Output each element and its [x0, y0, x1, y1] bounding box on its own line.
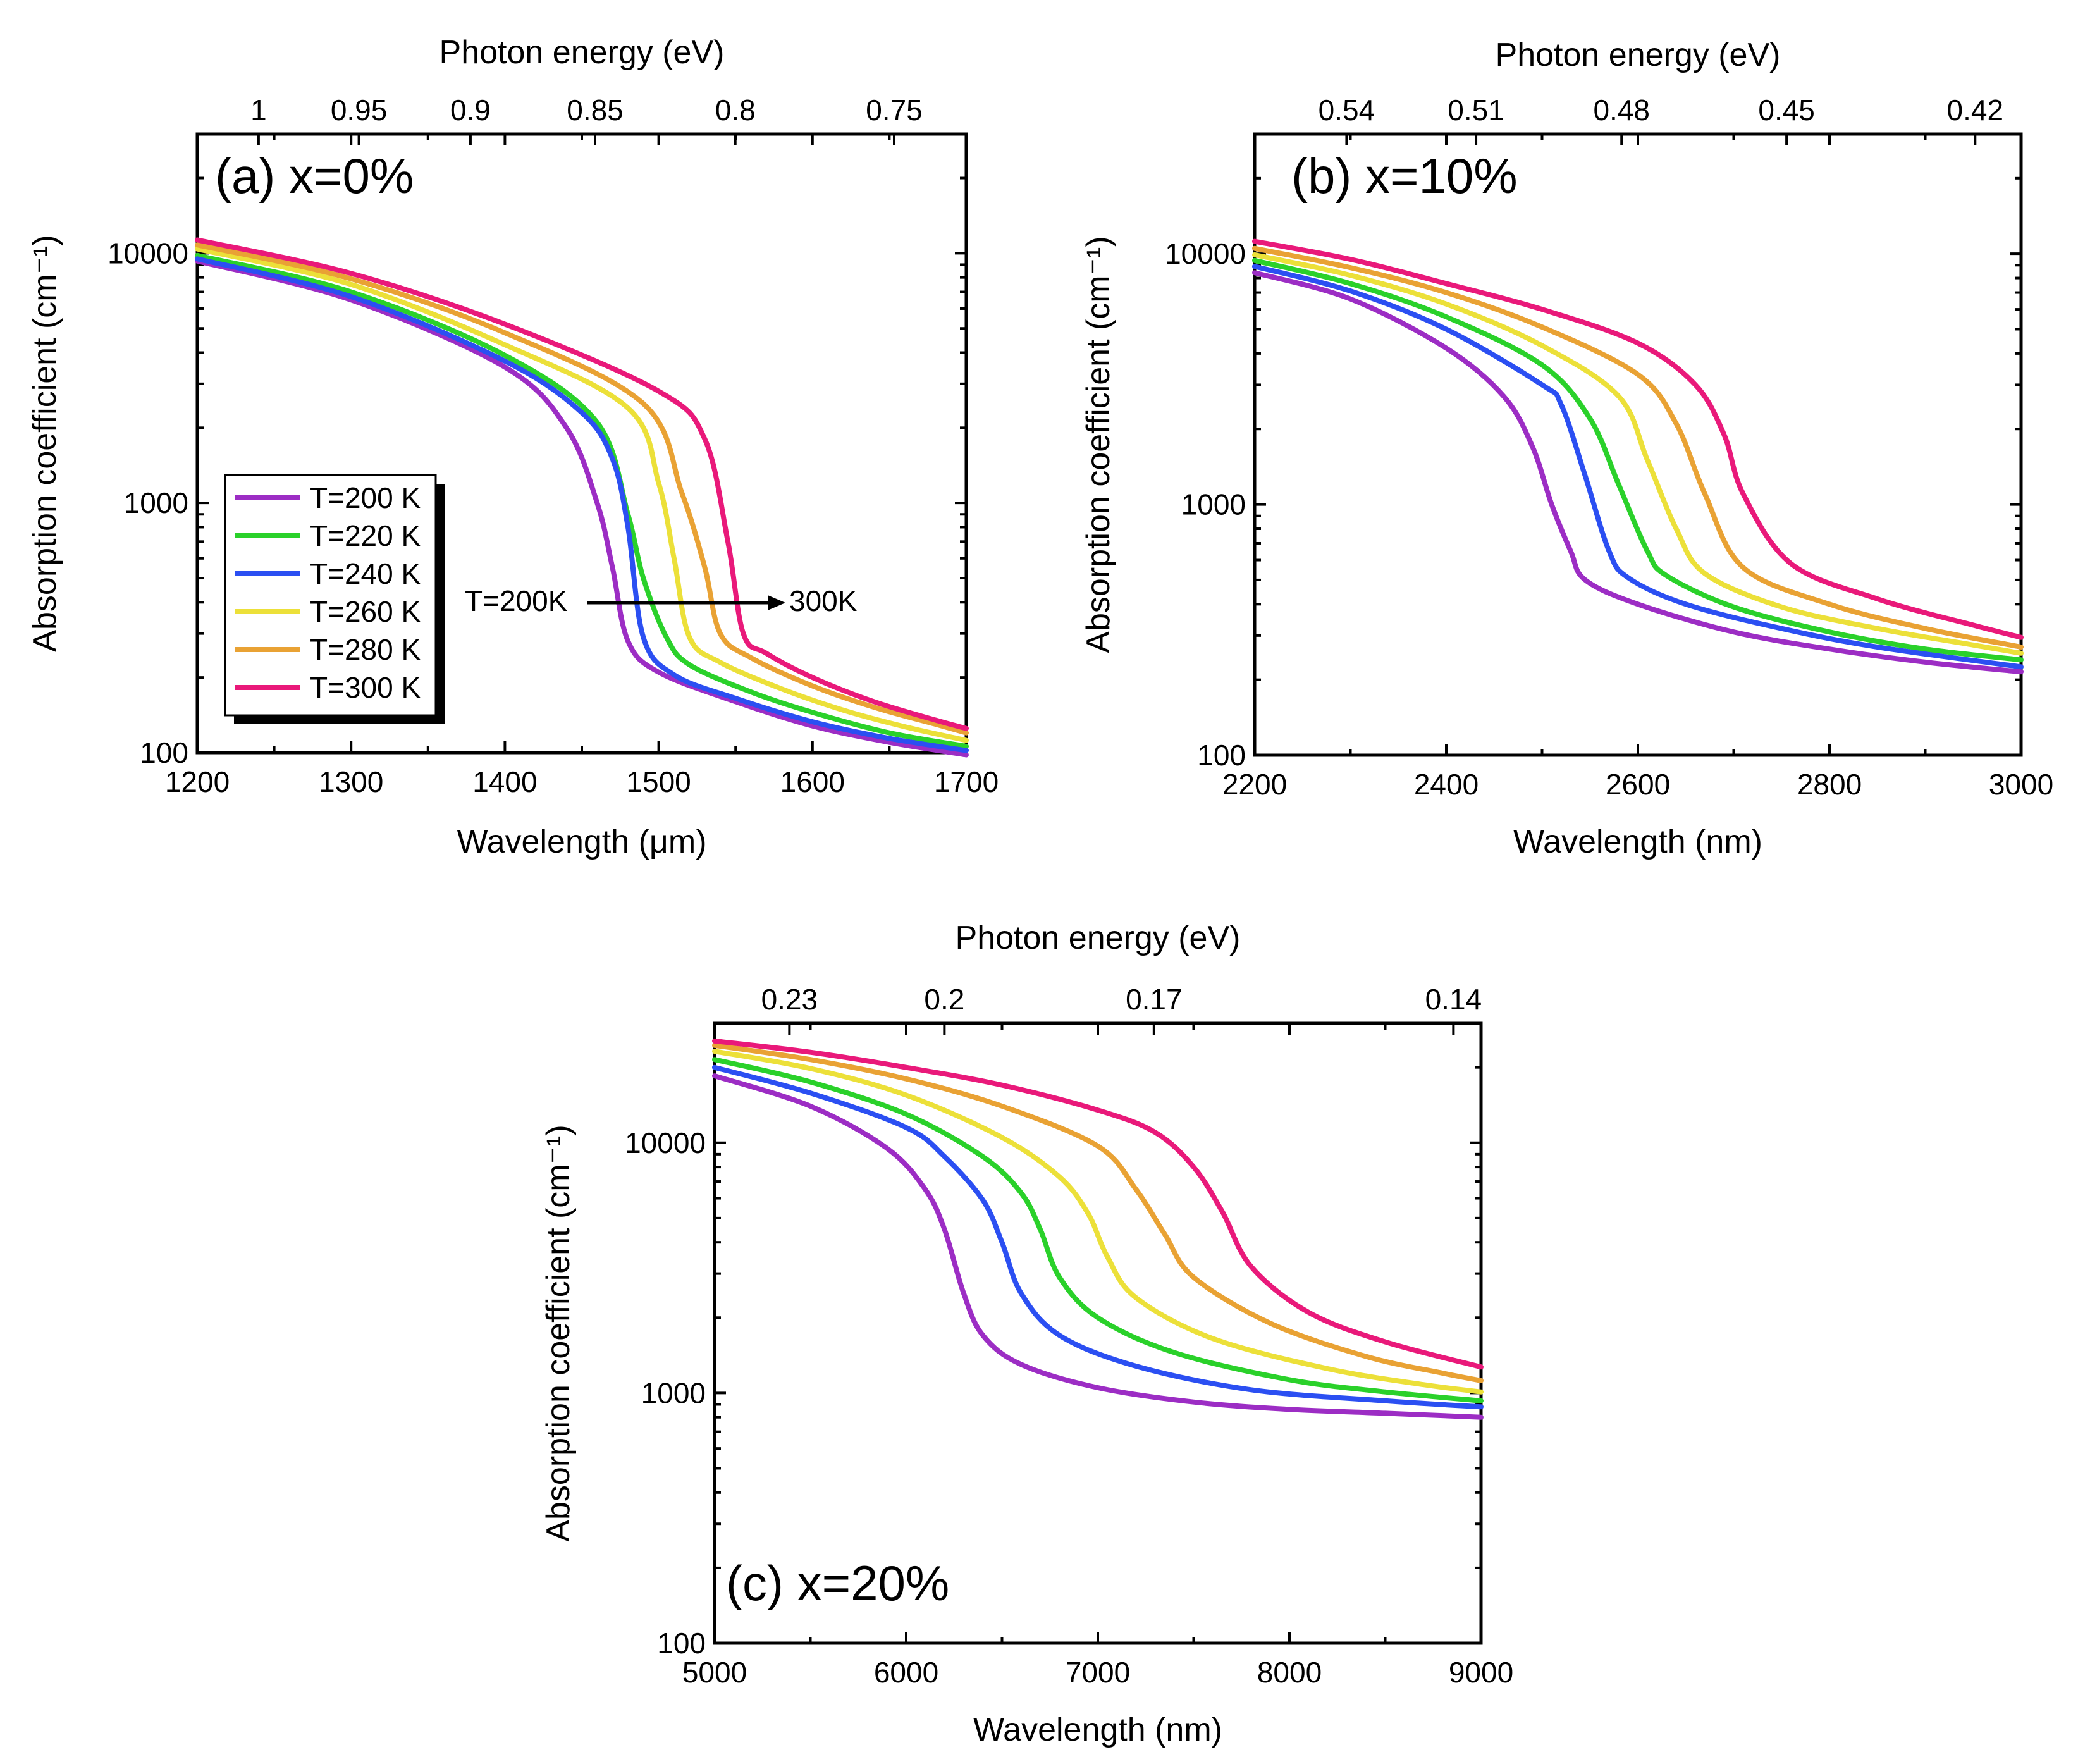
top-tick-label: 0.23 [761, 983, 818, 1016]
panel-b-top-axis-title: Photon energy (eV) [1496, 37, 1781, 73]
y-tick-label: 10000 [108, 237, 188, 269]
x-tick-label: 3000 [1989, 768, 2053, 801]
legend-label: T=280 K [310, 633, 421, 666]
panel-b-label: (b) x=10% [1291, 148, 1518, 204]
y-tick-label: 100 [140, 736, 188, 769]
panel-b-x-ticks: 2200 2400 2600 2800 3000 [1222, 134, 2053, 801]
y-tick-label: 1000 [641, 1376, 706, 1409]
x-tick-label: 2600 [1606, 768, 1670, 801]
panel-a-top-ticks: 1 0.95 0.9 0.85 0.8 0.75 [250, 94, 923, 145]
top-tick-label: 0.54 [1319, 94, 1375, 126]
series-line-t220k [195, 252, 969, 749]
top-tick-label: 0.17 [1126, 983, 1183, 1016]
panel-c-y-axis-title: Absorption coefficient (cm⁻¹) [540, 1125, 577, 1541]
panel-c-label: (c) x=20% [726, 1555, 949, 1611]
top-tick-label: 0.2 [924, 983, 964, 1016]
series-line-t240k [1252, 264, 2024, 670]
series-line-t200k [1252, 270, 2024, 675]
panel-c-top-axis-title: Photon energy (eV) [956, 920, 1241, 956]
x-tick-label: 1300 [319, 765, 383, 798]
panel-a-y-ticks: 100 1000 10000 [108, 133, 966, 769]
top-tick-label: 0.45 [1758, 94, 1815, 126]
legend-label: T=300 K [310, 671, 421, 704]
series-line-t260k [195, 246, 969, 743]
series-line-t260k [712, 1049, 1484, 1395]
top-tick-label: 0.75 [866, 94, 923, 126]
series-line-t240k [195, 256, 969, 753]
y-tick-label: 100 [657, 1627, 706, 1660]
x-tick-label: 2200 [1222, 768, 1287, 801]
y-tick-label: 1000 [1181, 488, 1246, 521]
top-tick-label: 0.42 [1947, 94, 2004, 126]
panel-a-series [195, 237, 969, 758]
panel-b-y-axis-title: Absorption coefficient (cm⁻¹) [1080, 236, 1117, 653]
series-line-t300k [712, 1038, 1484, 1370]
series-line-t220k [1252, 257, 2024, 663]
x-tick-label: 2400 [1414, 768, 1479, 801]
series-line-t280k [1252, 245, 2024, 650]
panel-a: (a) x=0% Photon energy (eV) Wavelength (… [27, 34, 999, 860]
x-tick-label: 5000 [682, 1656, 747, 1689]
x-tick-label: 1200 [165, 765, 230, 798]
legend-label: T=240 K [310, 557, 421, 590]
y-tick-label: 10000 [625, 1126, 706, 1159]
panel-c-x-axis-title: Wavelength (nm) [973, 1712, 1222, 1748]
panel-a-label: (a) x=0% [215, 148, 414, 204]
top-tick-label: 0.95 [331, 94, 388, 126]
annotation-arrow-head [768, 595, 785, 610]
y-tick-label: 1000 [124, 486, 188, 519]
top-tick-label: 0.8 [715, 94, 756, 126]
x-tick-label: 6000 [874, 1656, 938, 1689]
annotation-right-label: 300K [789, 584, 858, 617]
temperature-annotation: T=200K 300K [465, 584, 858, 617]
panel-a-x-axis-title: Wavelength (μm) [457, 823, 706, 860]
panel-a-x-ticks: 1200 1300 1400 1500 1600 1700 [165, 134, 999, 798]
x-tick-label: 8000 [1257, 1656, 1322, 1689]
top-tick-label: 1 [250, 94, 267, 126]
panel-c-series [712, 1038, 1484, 1420]
top-tick-label: 0.51 [1448, 94, 1504, 126]
series-line-t200k [195, 258, 969, 758]
series-line-t220k [712, 1057, 1484, 1403]
panel-b: (b) x=10% Photon energy (eV) Wavelength … [1080, 37, 2053, 860]
legend-label: T=260 K [310, 595, 421, 628]
x-tick-label: 1700 [934, 765, 999, 798]
legend-box [224, 474, 437, 717]
panel-c: (c) x=20% Photon energy (eV) Wavelength … [540, 920, 1513, 1748]
top-tick-label: 0.14 [1425, 983, 1482, 1016]
panel-c-top-ticks: 0.23 0.2 0.17 0.14 [761, 983, 1482, 1035]
x-tick-label: 1400 [472, 765, 537, 798]
series-line-t300k [1252, 238, 2024, 640]
top-tick-label: 0.48 [1593, 94, 1650, 126]
panel-c-x-ticks: 5000 6000 7000 8000 9000 [682, 1023, 1513, 1689]
series-line-t280k [712, 1042, 1484, 1383]
panel-a-y-axis-title: Absorption coefficient (cm⁻¹) [27, 235, 63, 651]
panel-b-y-ticks: 100 1000 10000 [1165, 133, 2021, 772]
top-tick-label: 0.9 [450, 94, 491, 126]
panel-b-series [1252, 238, 2024, 675]
series-line-t200k [712, 1073, 1484, 1420]
panel-c-y-ticks: 100 1000 10000 [625, 1022, 1481, 1660]
y-tick-label: 10000 [1165, 237, 1246, 270]
annotation-left-label: T=200K [465, 584, 568, 617]
legend-label: T=220 K [310, 519, 421, 552]
x-tick-label: 1600 [780, 765, 845, 798]
x-tick-label: 2800 [1797, 768, 1862, 801]
panel-a-top-axis-title: Photon energy (eV) [440, 34, 725, 71]
y-tick-label: 100 [1197, 739, 1246, 772]
legend-label: T=200 K [310, 481, 421, 514]
x-tick-label: 9000 [1449, 1656, 1513, 1689]
x-tick-label: 1500 [626, 765, 691, 798]
top-tick-label: 0.85 [567, 94, 624, 126]
legend-items: T=200 K T=220 K T=240 K T=260 K T=280 K T=300… [235, 481, 421, 704]
series-line-t240k [712, 1064, 1484, 1410]
series-line-t260k [1252, 252, 2024, 656]
panel-b-x-axis-title: Wavelength (nm) [1513, 823, 1762, 860]
x-tick-label: 7000 [1066, 1656, 1130, 1689]
legend: T=200 K T=220 K T=240 K T=260 K T=280 K T=300… [224, 474, 445, 724]
series-line-t280k [195, 242, 969, 736]
panel-b-top-ticks: 0.54 0.51 0.48 0.45 0.42 [1319, 94, 2003, 145]
series-line-t300k [195, 237, 969, 731]
